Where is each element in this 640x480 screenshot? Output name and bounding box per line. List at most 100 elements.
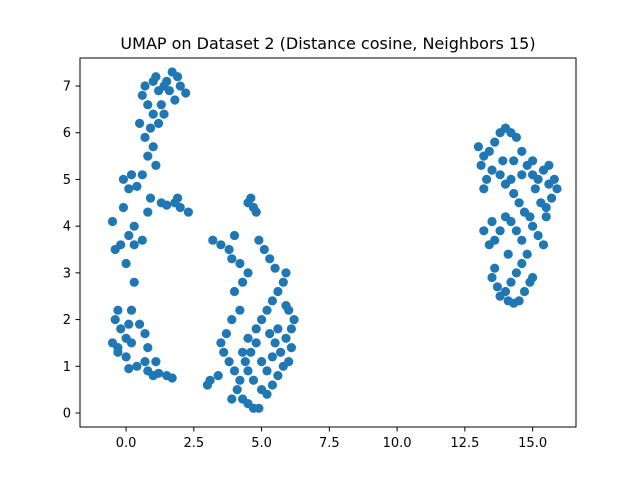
data-point — [216, 338, 226, 348]
y-tick-label: 0 — [63, 406, 71, 421]
data-point — [137, 90, 147, 100]
data-point — [533, 230, 543, 241]
data-point — [286, 324, 296, 334]
data-point — [511, 268, 521, 278]
data-point — [219, 347, 229, 357]
data-point — [511, 226, 521, 236]
data-point — [536, 198, 546, 208]
y-axis: 0 1 2 3 4 5 6 7 — [63, 80, 80, 421]
data-point — [243, 366, 253, 376]
data-point — [235, 258, 245, 269]
data-point — [143, 151, 153, 161]
data-point — [267, 352, 277, 362]
data-point — [137, 235, 147, 245]
data-point — [482, 174, 492, 184]
data-point — [254, 403, 264, 413]
data-point — [248, 375, 259, 385]
data-point — [476, 160, 486, 170]
data-point — [495, 291, 505, 301]
data-point — [519, 286, 530, 297]
data-point — [240, 357, 250, 367]
data-point — [286, 343, 296, 353]
data-point — [143, 343, 153, 353]
data-point — [492, 282, 502, 292]
data-point — [262, 366, 272, 376]
data-point — [538, 240, 549, 250]
data-point — [129, 277, 139, 287]
data-point — [143, 207, 153, 217]
data-point — [514, 296, 524, 306]
data-point — [243, 333, 253, 343]
data-point — [270, 263, 280, 273]
data-point — [257, 357, 267, 367]
data-point — [151, 357, 161, 367]
data-point — [533, 174, 543, 184]
data-point — [528, 221, 538, 231]
data-point — [227, 254, 237, 264]
data-point — [544, 160, 554, 170]
data-point — [506, 174, 516, 184]
data-point — [118, 202, 128, 213]
data-point — [208, 235, 218, 245]
data-point — [167, 373, 177, 383]
x-axis: 0.0 2.5 5.0 7.5 10.0 12.5 15.0 — [116, 427, 547, 451]
data-point — [251, 207, 261, 217]
data-point — [229, 366, 240, 376]
data-point — [137, 170, 147, 180]
data-point — [479, 226, 489, 236]
data-point — [124, 184, 134, 194]
data-point — [484, 240, 494, 250]
y-tick-label: 2 — [63, 313, 71, 328]
data-point — [530, 184, 540, 194]
y-tick-label: 3 — [63, 266, 71, 281]
data-point — [487, 272, 497, 283]
data-point — [281, 333, 291, 343]
data-point — [110, 315, 120, 325]
data-point — [110, 244, 120, 255]
y-tick-label: 4 — [63, 220, 71, 235]
data-point — [243, 268, 253, 278]
data-point — [284, 357, 294, 367]
data-point — [229, 286, 240, 297]
data-point — [159, 109, 169, 119]
y-tick-label: 7 — [63, 80, 71, 95]
data-point — [514, 198, 524, 208]
data-point — [173, 72, 183, 82]
x-tick-label: 2.5 — [183, 436, 204, 451]
data-point — [129, 221, 139, 231]
data-point — [276, 347, 286, 357]
data-point — [145, 193, 156, 203]
data-point — [126, 305, 137, 315]
data-point — [251, 338, 261, 348]
data-point — [121, 352, 131, 362]
data-point — [121, 258, 131, 269]
data-point — [278, 277, 288, 287]
data-point — [118, 174, 128, 184]
data-point — [183, 207, 193, 217]
data-point — [246, 347, 256, 357]
data-point — [129, 240, 139, 250]
data-point — [257, 385, 267, 395]
data-point — [267, 296, 277, 306]
data-point — [281, 301, 291, 311]
data-point — [148, 142, 158, 152]
data-point — [517, 146, 527, 156]
data-point — [113, 305, 123, 315]
y-tick-label: 5 — [63, 173, 71, 188]
data-point — [113, 347, 123, 357]
data-point — [224, 244, 234, 255]
data-point — [473, 142, 483, 152]
data-point — [265, 254, 275, 264]
data-point — [552, 184, 562, 194]
data-point — [270, 338, 280, 348]
data-point — [251, 324, 261, 334]
data-point — [216, 240, 226, 250]
data-point — [495, 170, 505, 180]
data-point — [528, 272, 538, 283]
x-tick-label: 12.5 — [450, 436, 479, 451]
data-point — [243, 198, 253, 208]
data-point — [479, 184, 489, 194]
data-point — [126, 170, 137, 180]
data-point — [164, 86, 174, 96]
